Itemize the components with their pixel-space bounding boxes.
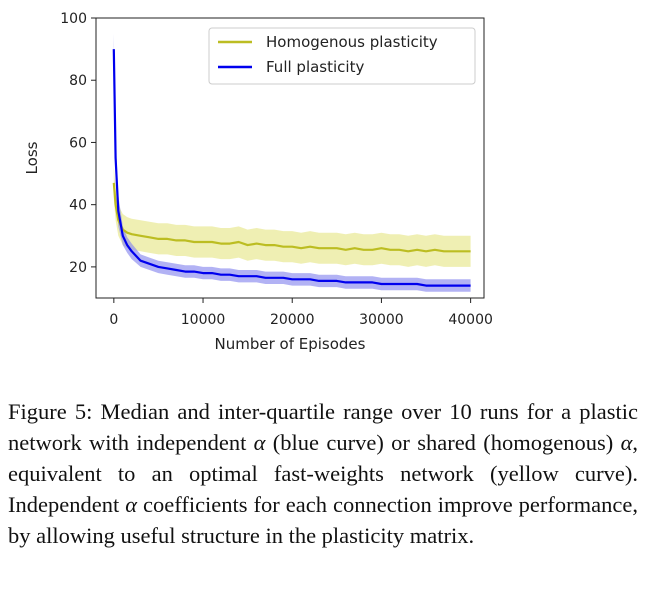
series-lines bbox=[112, 49, 471, 287]
y-tick-label: 40 bbox=[69, 198, 87, 214]
series-line-full bbox=[112, 49, 471, 287]
caption-alpha-3: α bbox=[125, 492, 138, 517]
axis-ticks: 0 10000 20000 30000 40000 20 40 60 80 100 bbox=[60, 11, 493, 328]
y-axis-label: Loss bbox=[23, 141, 41, 174]
caption-text-suffix: coefficients for each connection improve… bbox=[8, 492, 638, 548]
caption-text-mid1: (blue curve) or shared (homogenous) bbox=[265, 430, 621, 455]
x-tick-label: 30000 bbox=[359, 312, 404, 328]
figure-caption: Figure 5: Median and inter-quartile rang… bbox=[8, 396, 638, 551]
y-tick-label: 80 bbox=[69, 73, 87, 89]
y-tick-label: 60 bbox=[69, 135, 87, 151]
y-tick-label: 100 bbox=[60, 11, 87, 27]
caption-alpha-2: α bbox=[620, 430, 633, 455]
x-axis-label: Number of Episodes bbox=[215, 335, 366, 353]
x-tick-label: 10000 bbox=[181, 312, 226, 328]
caption-text-mid2: , equivalent to an optimal fast-weights … bbox=[8, 430, 638, 517]
figure-chart: 0 10000 20000 30000 40000 20 40 60 80 100 Number … bbox=[23, 11, 493, 353]
plot-frame bbox=[95, 17, 485, 299]
caption-text-prefix: Figure 5: Median and inter-quartile rang… bbox=[8, 399, 638, 455]
caption-alpha-1: α bbox=[253, 430, 266, 455]
legend: Homogenous plasticity Full plasticity bbox=[208, 27, 476, 85]
iqr-band-full bbox=[113, 33, 471, 292]
iqr-band-homogenous bbox=[113, 167, 471, 267]
x-tick-label: 20000 bbox=[270, 312, 315, 328]
legend-box bbox=[208, 27, 476, 85]
x-tick-label: 40000 bbox=[448, 312, 493, 328]
x-tick-label: 0 bbox=[109, 312, 118, 328]
legend-label-full: Full plasticity bbox=[266, 58, 364, 76]
series-line-homogenous bbox=[112, 182, 471, 253]
y-tick-label: 20 bbox=[69, 260, 87, 276]
legend-label-homogenous: Homogenous plasticity bbox=[266, 33, 438, 51]
chart-svg: 0 10000 20000 30000 40000 20 40 60 80 100 Number … bbox=[23, 11, 493, 353]
